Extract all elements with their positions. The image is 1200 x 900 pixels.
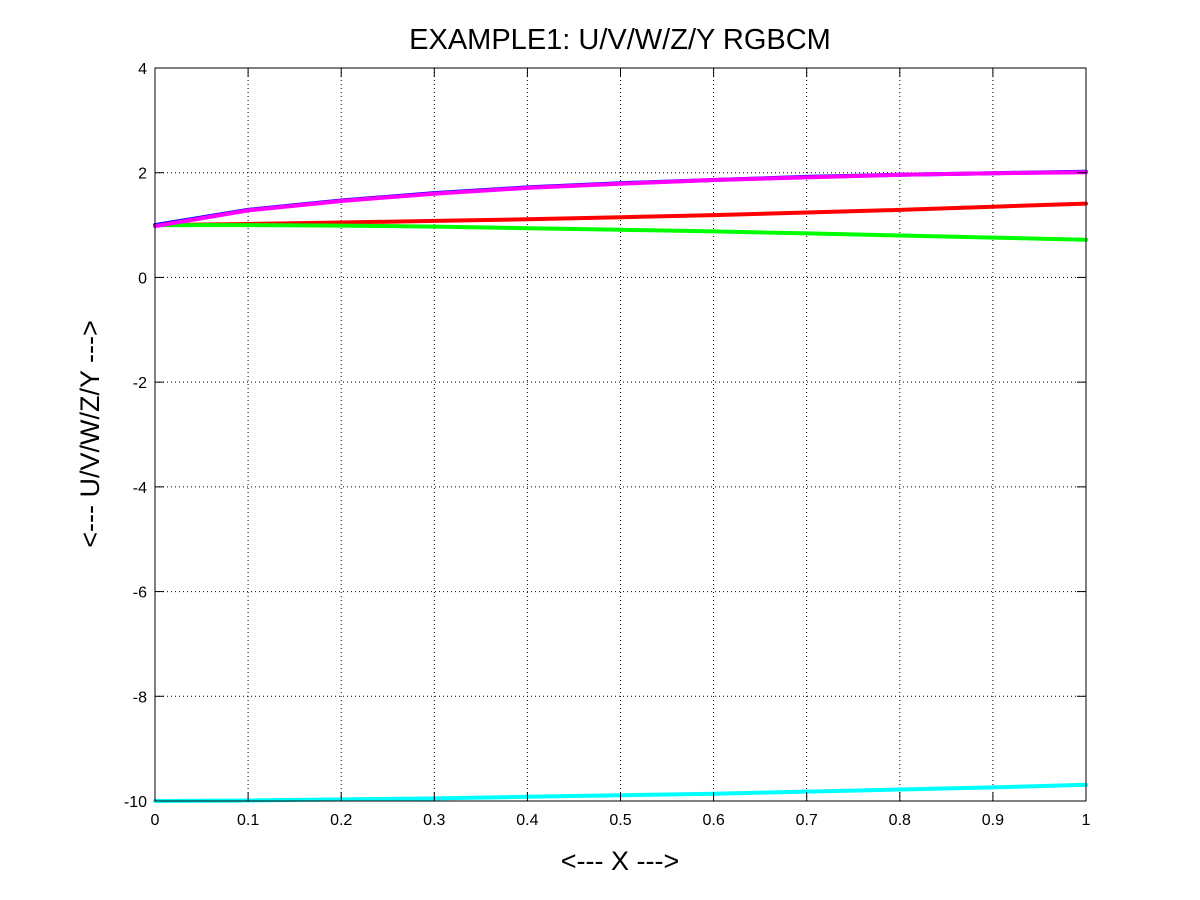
y-tick-label: -8 — [133, 689, 147, 706]
y-tick-label: 4 — [138, 61, 147, 78]
y-tick-label: -6 — [133, 585, 147, 602]
x-axis-label: <--- X ---> — [561, 846, 680, 876]
x-tick-label: 0.5 — [609, 812, 631, 829]
y-axis-label: <--- U/V/W/Z/Y ---> — [75, 320, 105, 548]
x-tick-label: 0 — [151, 812, 160, 829]
series-line-2 — [153, 223, 1088, 242]
y-tick-label: -10 — [124, 794, 147, 811]
y-tick-label: 2 — [138, 166, 147, 183]
y-tick-label: -4 — [133, 480, 147, 497]
x-tick-label: 0.8 — [889, 812, 911, 829]
series-line-1 — [153, 201, 1088, 228]
x-tick-label: 0.1 — [237, 812, 259, 829]
x-tick-label: 0.7 — [796, 812, 818, 829]
series-line-5 — [153, 170, 1088, 229]
ticks: 0 0.1 0.2 0.3 0.4 0.5 0.6 0.7 0.8 0.9 1 4 2 0 -2 -4 -6 -8… — [124, 61, 1091, 829]
x-tick-label: 0.9 — [982, 812, 1004, 829]
x-tick-label: 0.3 — [423, 812, 445, 829]
chart-title: EXAMPLE1: U/V/W/Z/Y RGBCM — [409, 24, 831, 56]
y-tick-label: 0 — [138, 270, 147, 287]
x-tick-label: 0.4 — [516, 812, 538, 829]
plot-area — [155, 68, 1086, 801]
x-tick-label: 0.6 — [702, 812, 724, 829]
x-tick-label: 0.2 — [330, 812, 352, 829]
y-tick-label: -2 — [133, 375, 147, 392]
x-tick-label: 1 — [1082, 812, 1091, 829]
